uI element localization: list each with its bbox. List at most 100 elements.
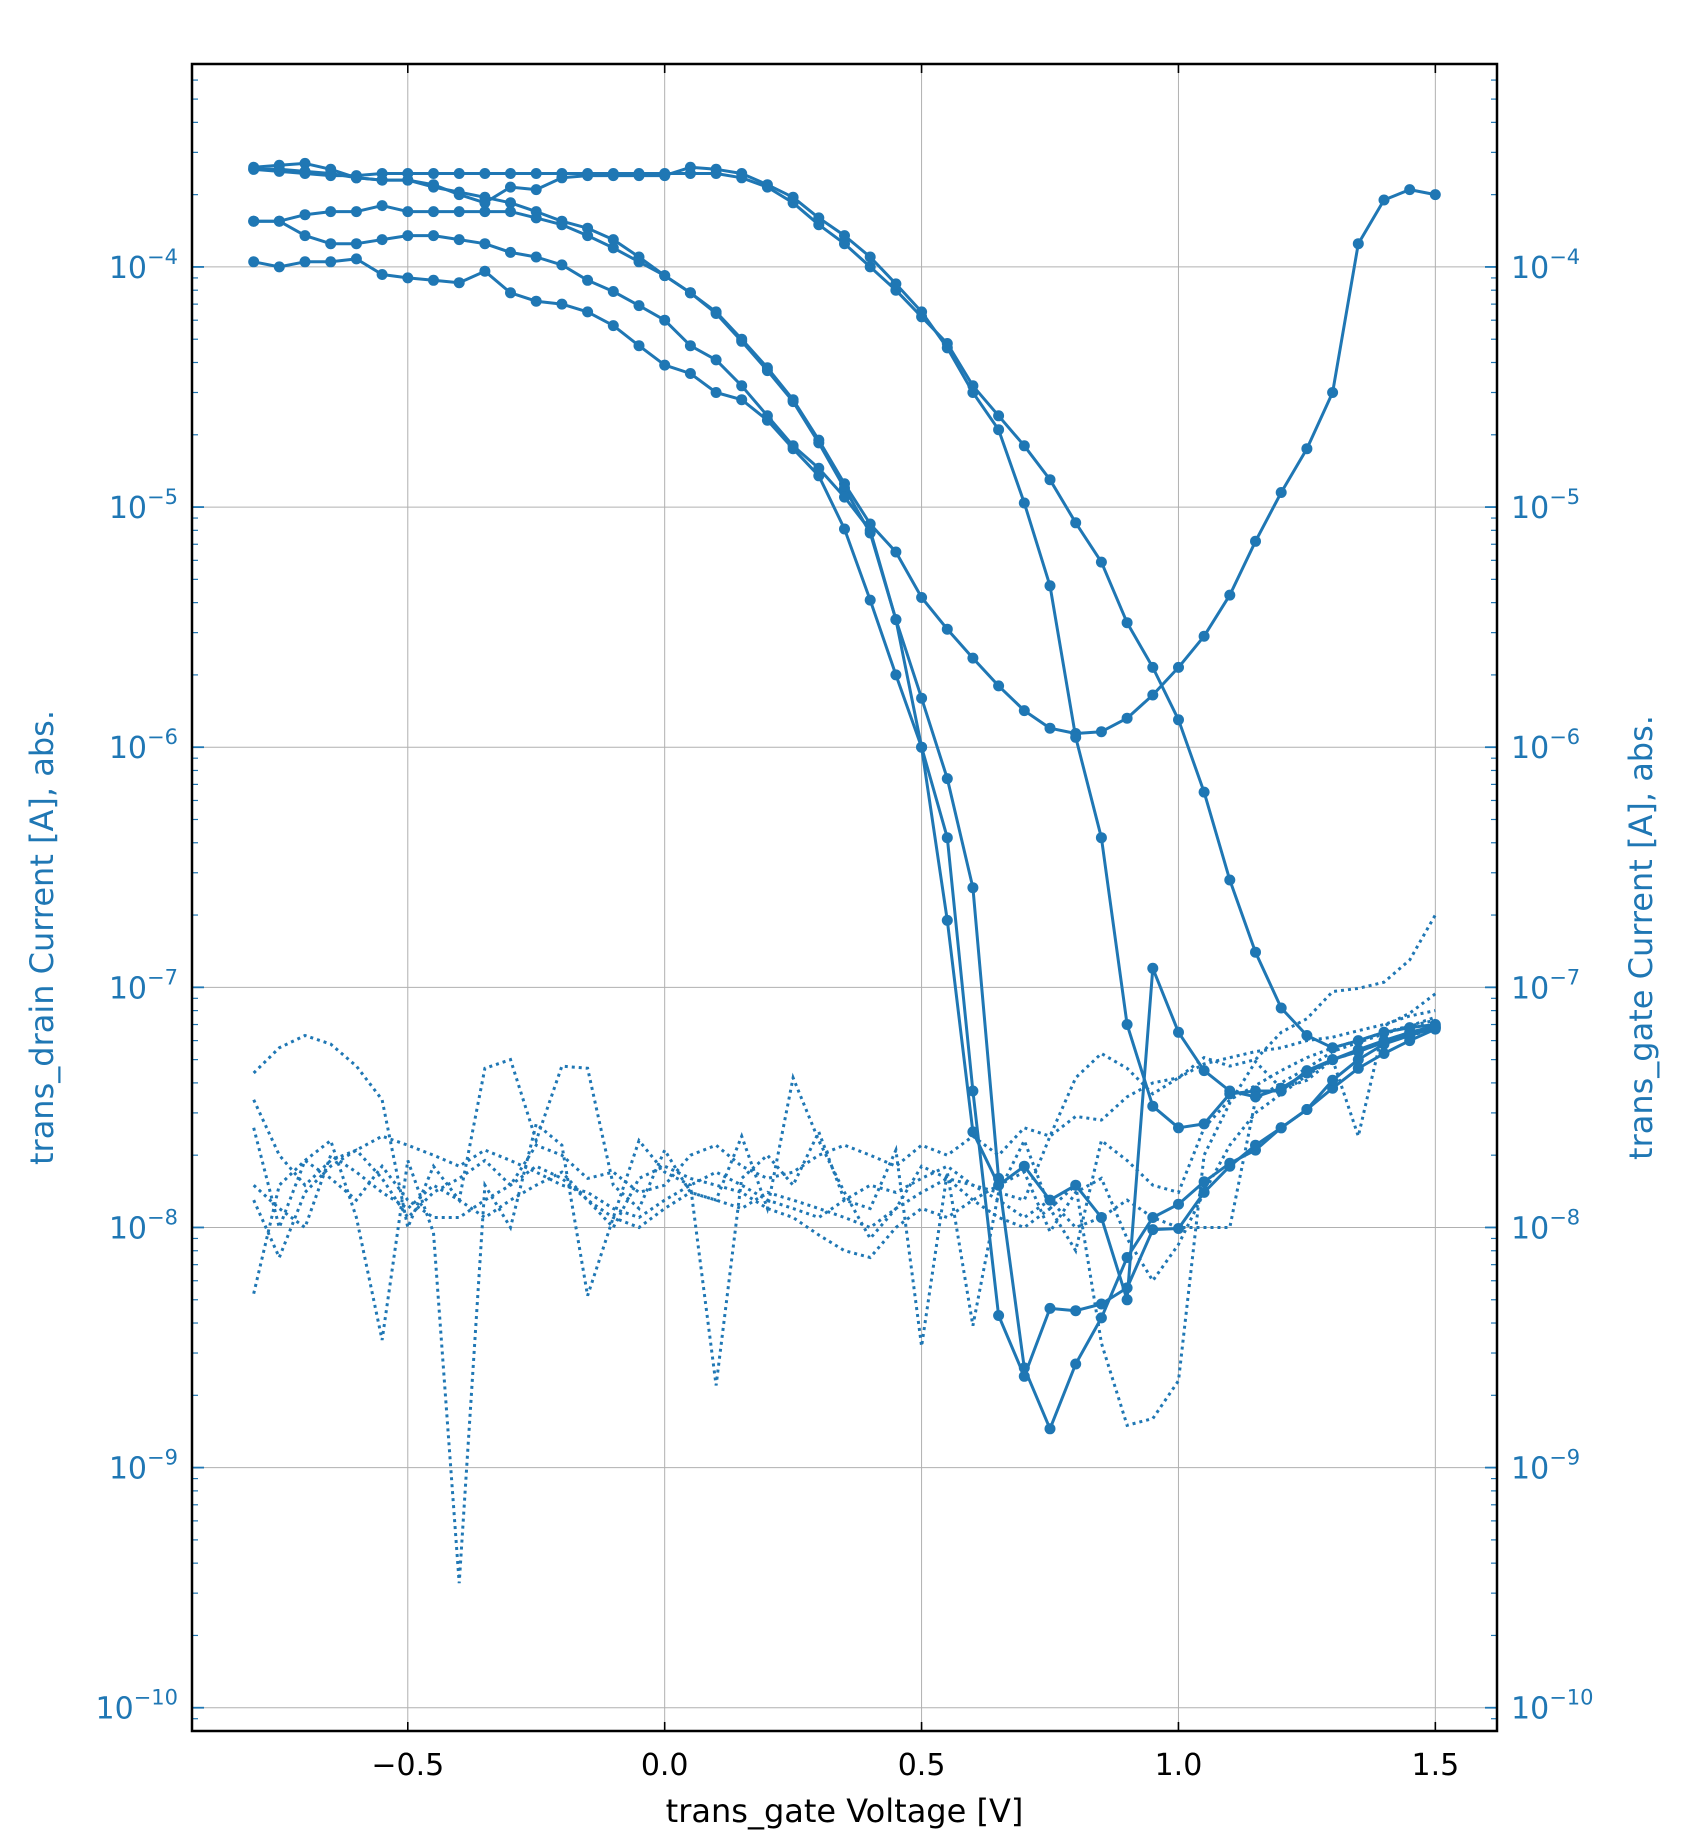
drain-data-point bbox=[1121, 1294, 1133, 1306]
drain-data-point bbox=[787, 191, 799, 203]
drain-data-point bbox=[1275, 1082, 1287, 1094]
drain-data-point bbox=[633, 170, 645, 182]
drain-data-point bbox=[325, 238, 337, 250]
y-tick-label-left: 10−8 bbox=[109, 1205, 178, 1246]
drain-data-point bbox=[428, 206, 439, 218]
drain-data-point bbox=[1378, 194, 1390, 206]
drain-data-point bbox=[839, 238, 850, 250]
drain-data-point bbox=[1173, 1122, 1184, 1134]
drain-data-point bbox=[428, 230, 439, 242]
drain-data-point bbox=[1070, 517, 1082, 529]
drain-data-point bbox=[1378, 1026, 1390, 1038]
drain-data-point bbox=[1018, 497, 1030, 509]
drain-data-point bbox=[1173, 714, 1184, 726]
drain-data-point bbox=[273, 215, 285, 227]
y-tick-label-right: 10−4 bbox=[1511, 245, 1580, 286]
drain-data-point bbox=[890, 278, 902, 290]
y-axis-title-left: trans_drain Current [A], abs. bbox=[23, 710, 61, 1165]
drain-data-point bbox=[761, 365, 773, 377]
y-tick-label-right: 10−10 bbox=[1511, 1686, 1594, 1727]
drain-data-point bbox=[1352, 238, 1364, 250]
drain-data-point bbox=[1404, 184, 1416, 196]
drain-data-point bbox=[1198, 1186, 1210, 1198]
drain-data-point bbox=[402, 174, 414, 186]
drain-data-point bbox=[325, 206, 337, 218]
drain-data-point bbox=[633, 300, 645, 312]
drain-data-point bbox=[1095, 832, 1107, 844]
drain-data-point bbox=[736, 394, 748, 406]
drain-data-point bbox=[864, 524, 876, 536]
drain-data-point bbox=[967, 652, 979, 664]
drain-data-point bbox=[1404, 1030, 1416, 1041]
y-tick-label-right: 10−7 bbox=[1511, 965, 1580, 1006]
drain-data-point bbox=[993, 1179, 1005, 1191]
drain-data-point bbox=[1198, 1176, 1210, 1188]
drain-data-point bbox=[1198, 786, 1210, 798]
drain-data-point bbox=[710, 308, 722, 319]
drain-data-point bbox=[916, 741, 928, 753]
y-tick-label-left: 10−7 bbox=[109, 965, 178, 1006]
drain-data-point bbox=[1070, 1179, 1082, 1191]
drain-data-point bbox=[1250, 1139, 1261, 1151]
drain-data-point bbox=[1378, 1036, 1390, 1048]
drain-data-point bbox=[659, 359, 671, 371]
gate-series-line bbox=[252, 914, 1437, 1242]
drain-data-point bbox=[530, 251, 542, 263]
drain-data-point bbox=[1301, 1104, 1313, 1115]
drain-data-point bbox=[684, 287, 696, 299]
drain-data-point bbox=[1147, 661, 1159, 673]
x-tick-label: 1.5 bbox=[1411, 1748, 1459, 1783]
drain-data-point bbox=[1224, 1085, 1236, 1097]
drain-data-point bbox=[1070, 731, 1082, 743]
drain-data-point bbox=[1250, 946, 1261, 958]
y-tick-label-left: 10−9 bbox=[109, 1446, 178, 1487]
drain-data-point bbox=[1095, 1298, 1107, 1310]
gate-series-line bbox=[252, 1027, 1436, 1284]
y-tick-label-right: 10−6 bbox=[1511, 725, 1580, 766]
drain-data-point bbox=[376, 234, 388, 246]
drain-data-point bbox=[1275, 1122, 1287, 1134]
drain-data-point bbox=[787, 440, 799, 452]
drain-data-point bbox=[1224, 589, 1236, 601]
drain-data-point bbox=[1198, 630, 1210, 642]
drain-data-point bbox=[941, 914, 953, 926]
x-tick-label: −0.5 bbox=[371, 1748, 444, 1783]
drain-data-point bbox=[710, 387, 722, 398]
y-tick-label-right: 10−5 bbox=[1511, 485, 1580, 526]
drain-data-point bbox=[556, 219, 568, 231]
gate-current-series bbox=[252, 914, 1437, 1584]
drain-data-point bbox=[1224, 1160, 1236, 1172]
drain-data-point bbox=[402, 206, 414, 218]
drain-data-point bbox=[967, 882, 979, 894]
drain-data-point bbox=[967, 1126, 979, 1138]
drain-data-point bbox=[453, 189, 465, 201]
drain-data-point bbox=[273, 261, 285, 273]
drain-data-point bbox=[916, 306, 928, 318]
drain-data-point bbox=[299, 256, 311, 268]
drain-data-point bbox=[1173, 661, 1184, 673]
drain-data-point bbox=[582, 230, 594, 242]
drain-data-point bbox=[1301, 443, 1313, 455]
drain-data-point bbox=[1095, 1212, 1107, 1223]
drain-data-point bbox=[864, 261, 876, 273]
y-tick-label-left: 10−6 bbox=[109, 725, 178, 766]
drain-data-point bbox=[376, 269, 388, 280]
drain-data-point bbox=[813, 462, 825, 474]
drain-data-point bbox=[402, 230, 414, 242]
drain-data-point bbox=[428, 168, 439, 179]
drain-data-point bbox=[1095, 1312, 1107, 1324]
drain-data-point bbox=[1044, 1194, 1056, 1206]
drain-data-point bbox=[556, 172, 568, 184]
drain-data-point bbox=[1147, 962, 1159, 974]
drain-data-point bbox=[659, 314, 671, 326]
drain-data-point bbox=[299, 157, 311, 169]
drain-data-point bbox=[248, 215, 260, 227]
drain-data-point bbox=[1429, 1022, 1441, 1034]
drain-data-point bbox=[710, 163, 722, 175]
drain-data-point bbox=[479, 238, 491, 250]
drain-data-point bbox=[1095, 556, 1107, 568]
drain-data-point bbox=[428, 274, 439, 286]
drain-data-point bbox=[993, 424, 1005, 436]
drain-data-point bbox=[1173, 1198, 1184, 1210]
